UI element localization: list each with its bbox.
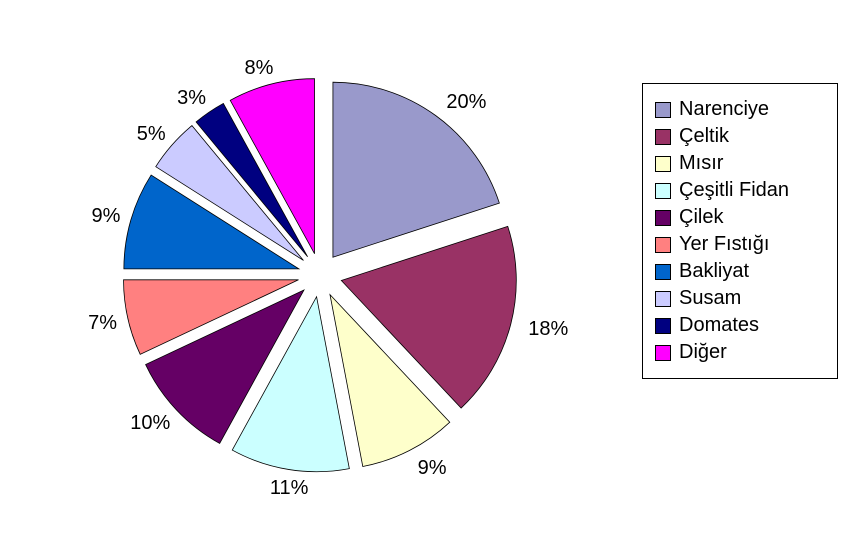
legend-item: Domates — [655, 314, 823, 337]
pie-svg — [0, 0, 640, 551]
page-root: Narenciye Çeltik Mısır Çeşitli Fidan Çilek Ye… — [0, 0, 866, 551]
legend-swatch — [655, 264, 671, 280]
slice-label: 3% — [177, 87, 206, 110]
legend-label: Mısır — [679, 152, 723, 175]
legend-swatch — [655, 318, 671, 334]
legend-item: Bakliyat — [655, 260, 823, 283]
legend-label: Yer Fıstığı — [679, 233, 769, 256]
legend-label: Domates — [679, 314, 759, 337]
legend-item: Çilek — [655, 206, 823, 229]
legend-label: Narenciye — [679, 98, 769, 121]
legend-swatch — [655, 183, 671, 199]
legend-swatch — [655, 129, 671, 145]
legend-label: Çeltik — [679, 125, 729, 148]
legend-swatch — [655, 210, 671, 226]
legend-swatch — [655, 291, 671, 307]
legend-item: Yer Fıstığı — [655, 233, 823, 256]
slice-label: 8% — [245, 57, 274, 80]
slice-label: 9% — [92, 205, 121, 228]
slice-label: 11% — [270, 477, 309, 500]
legend-swatch — [655, 237, 671, 253]
legend-label: Çeşitli Fidan — [679, 179, 789, 202]
slice-label: 10% — [130, 412, 170, 435]
legend-swatch — [655, 102, 671, 118]
legend-swatch — [655, 345, 671, 361]
legend-label: Diğer — [679, 341, 727, 364]
legend-label: Bakliyat — [679, 260, 749, 283]
legend-item: Susam — [655, 287, 823, 310]
legend-label: Çilek — [679, 206, 723, 229]
legend-item: Narenciye — [655, 98, 823, 121]
legend-swatch — [655, 156, 671, 172]
legend-item: Mısır — [655, 152, 823, 175]
slice-label: 9% — [418, 457, 447, 480]
slice-label: 7% — [88, 312, 117, 335]
legend-item: Çeşitli Fidan — [655, 179, 823, 202]
slice-label: 5% — [137, 123, 166, 146]
slice-label: 20% — [446, 91, 486, 114]
slice-label: 18% — [528, 318, 568, 341]
legend-item: Çeltik — [655, 125, 823, 148]
legend: Narenciye Çeltik Mısır Çeşitli Fidan Çilek Ye… — [642, 83, 838, 379]
pie-chart — [0, 0, 640, 551]
legend-item: Diğer — [655, 341, 823, 364]
legend-label: Susam — [679, 287, 741, 310]
